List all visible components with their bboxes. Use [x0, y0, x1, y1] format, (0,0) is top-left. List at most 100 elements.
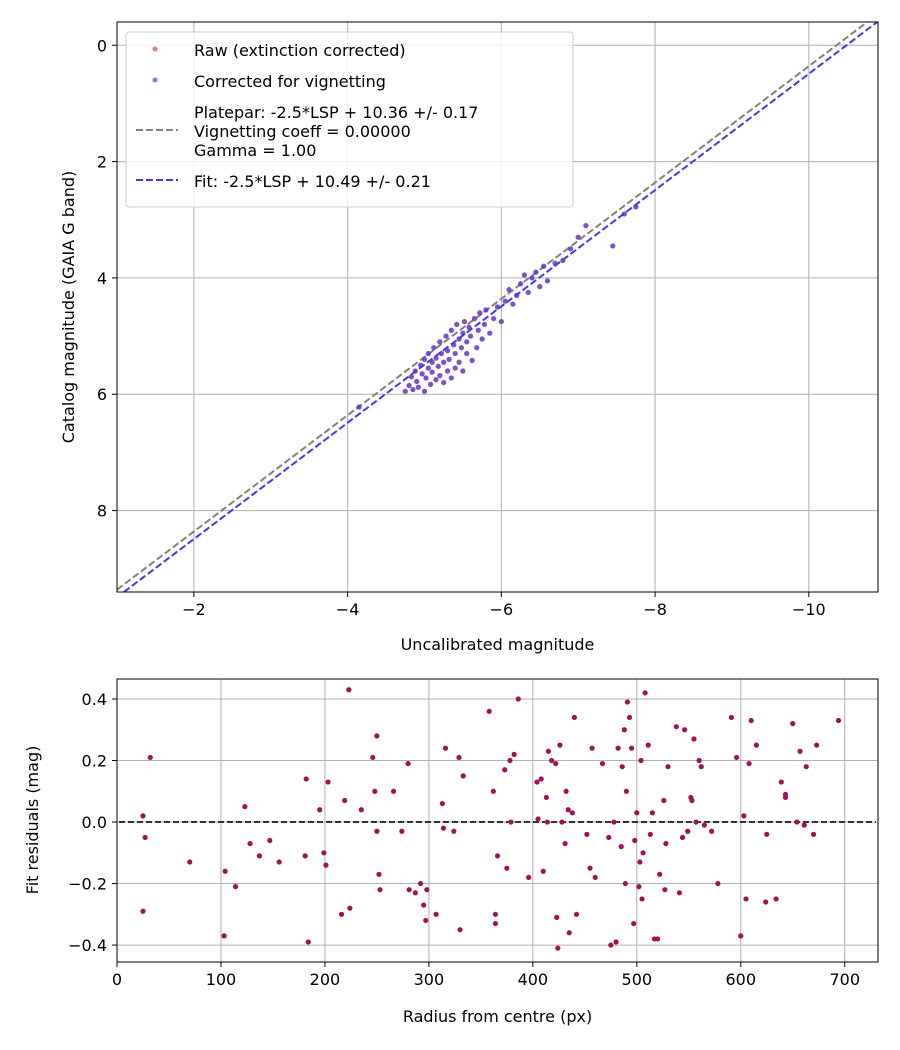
residual-point [632, 837, 638, 844]
bottom-x-axis-label: Radius from centre (px) [403, 1007, 592, 1026]
top-data-point [475, 327, 481, 333]
top-x-tick-label: −10 [792, 600, 826, 619]
top-fit-lines [116, 21, 878, 593]
residual-point [606, 834, 612, 841]
residual-point [693, 819, 699, 825]
residual-point [673, 724, 679, 730]
residual-point [515, 696, 521, 702]
top-data-point [423, 375, 429, 381]
top-y-tick-label: 6 [97, 385, 107, 404]
top-data-point [498, 318, 504, 325]
top-data-point [494, 304, 501, 310]
residual-point [553, 760, 559, 767]
top-data-point [583, 222, 589, 229]
residual-point [592, 874, 598, 881]
legend-label: Vignetting coeff = 0.00000 [194, 122, 411, 141]
bottom-x-tick-label: 100 [206, 970, 237, 989]
residual-point [242, 804, 248, 810]
top-data-point [454, 321, 460, 328]
residuals-plot: 0 100 200 300 400 500 600 700 −0.4 −0.2 0.0 0.2 0.4… [23, 678, 879, 1026]
residual-point [611, 819, 617, 825]
top-data-point [415, 384, 421, 390]
calibration-plot: −2 −4 −6 −8 −10 0 2 4 6 8 Uncalibrated magnitude… [59, 21, 879, 654]
residual-point [232, 884, 239, 890]
residual-point [554, 914, 560, 920]
top-x-ticks: −2 −4 −6 −8 −10 [182, 592, 826, 619]
top-data-point [517, 281, 524, 287]
residual-point [794, 819, 800, 825]
legend-label: Corrected for vignetting [194, 72, 386, 91]
residual-point [346, 687, 352, 693]
bottom-y-tick-label: 0.4 [82, 690, 107, 709]
top-y-tick-label: 2 [97, 153, 107, 172]
top-data-point [425, 350, 431, 357]
residual-point [631, 920, 637, 927]
top-data-point [441, 359, 447, 365]
residual-point [406, 887, 412, 893]
top-data-point [506, 286, 512, 293]
residual-point [559, 819, 565, 825]
top-data-point [537, 284, 543, 290]
residual-point [734, 754, 740, 761]
residual-point [508, 819, 514, 825]
bottom-y-tick-label: −0.4 [68, 936, 107, 955]
top-data-point [514, 292, 520, 298]
residual-point [679, 834, 686, 841]
residual-point [511, 751, 517, 757]
top-data-point [483, 307, 489, 313]
residual-point [451, 828, 457, 834]
residual-point [623, 788, 630, 794]
top-plot-frame [116, 21, 879, 593]
top-data-point [510, 301, 516, 307]
legend-label: Fit: -2.5*LSP + 10.49 +/- 0.21 [194, 172, 431, 191]
residual-point [599, 760, 606, 767]
residual-point [565, 807, 571, 813]
top-data-point [533, 269, 539, 275]
top-data-point [575, 234, 581, 240]
residual-point [753, 742, 759, 748]
residual-point [665, 764, 671, 770]
residual-point [504, 865, 510, 871]
top-data-point [529, 275, 535, 281]
residual-point [557, 742, 563, 748]
residual-point [738, 933, 744, 939]
legend-label: Raw (extinction corrected) [194, 41, 406, 60]
residual-point [587, 865, 593, 871]
residual-point [142, 834, 148, 841]
residual-point [636, 884, 642, 890]
bottom-x-tick-label: 600 [725, 970, 756, 989]
residual-point [376, 871, 382, 877]
residual-point [538, 776, 544, 782]
top-data-point [525, 289, 531, 296]
residual-point [492, 911, 499, 917]
residual-point [622, 880, 628, 887]
residual-point [456, 754, 462, 761]
top-data-point [431, 345, 437, 351]
residual-point [256, 853, 263, 859]
residual-point [317, 807, 323, 813]
residual-point [685, 828, 691, 834]
bottom-y-tick-label: 0.2 [82, 752, 107, 771]
top-fit-line [116, 21, 868, 591]
residual-point [569, 810, 575, 816]
top-y-tick-label: 4 [97, 269, 107, 288]
residual-point [619, 764, 625, 770]
residual-point [573, 911, 580, 917]
residual-point [748, 717, 754, 724]
top-x-tick-label: −8 [643, 600, 667, 619]
top-x-tick-label: −4 [336, 600, 360, 619]
top-data-point [437, 373, 443, 379]
top-data-point [456, 359, 462, 365]
residual-point [689, 797, 695, 804]
top-data-point [441, 380, 447, 386]
top-data-point [461, 318, 468, 325]
residual-point [492, 920, 499, 927]
top-data-point [471, 316, 478, 322]
residual-point [571, 714, 578, 721]
legend-entries: Raw (extinction corrected) Corrected for … [136, 41, 478, 191]
top-data-point [541, 263, 547, 269]
top-data-point [448, 327, 454, 333]
residual-point [440, 825, 447, 831]
residual-point [370, 754, 376, 761]
